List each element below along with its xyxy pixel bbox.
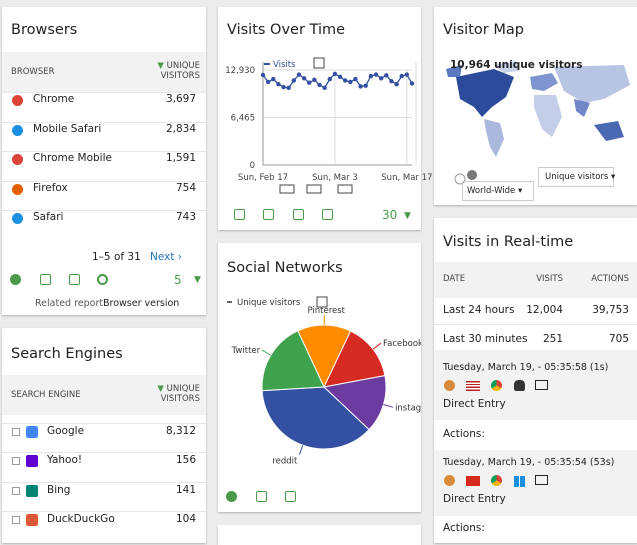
data-point — [338, 75, 342, 79]
data-point — [271, 77, 275, 81]
pie-group: Pinterest Facebook instagram reddit Twitter — [231, 306, 439, 467]
data-point — [410, 81, 414, 85]
chart-type-icon — [314, 58, 324, 68]
annotation-marker — [280, 185, 294, 193]
data-point — [297, 72, 301, 76]
data-point — [312, 78, 316, 82]
data-point — [333, 72, 337, 76]
slice-label: Facebook — [383, 339, 423, 349]
data-point — [405, 72, 409, 76]
data-point — [369, 74, 373, 78]
data-point — [348, 80, 352, 84]
slice-label: reddit — [272, 457, 298, 467]
data-point — [276, 82, 280, 86]
slice-label: instagram — [395, 403, 438, 413]
slice-label: Pinterest — [307, 306, 345, 316]
data-point — [328, 77, 332, 81]
data-point — [343, 78, 347, 82]
data-point — [286, 86, 290, 90]
x-tick-label: Sun, Mar 3 — [312, 173, 358, 183]
data-point — [394, 82, 398, 86]
data-point — [317, 83, 321, 87]
data-point — [374, 72, 378, 76]
label-leader — [373, 343, 381, 349]
label-leader — [383, 405, 393, 408]
data-point — [364, 83, 368, 87]
legend-label: Visits — [273, 60, 296, 70]
data-point — [389, 79, 393, 83]
x-tick-label: Sun, Mar 17 — [381, 173, 432, 183]
annotation-marker — [338, 185, 352, 193]
label-leader — [299, 445, 302, 454]
data-point — [353, 77, 357, 81]
annotation-marker — [307, 185, 321, 193]
y-tick-label: 6,465 — [231, 114, 255, 124]
data-point — [261, 73, 265, 77]
data-point — [322, 86, 326, 90]
data-point — [379, 76, 383, 80]
x-tick-label: Sun, Feb 17 — [238, 173, 288, 183]
data-point — [307, 81, 311, 85]
data-point — [266, 80, 270, 84]
y-tick-label: 12,930 — [225, 66, 255, 76]
y-tick-label: 0 — [250, 161, 255, 171]
data-point — [302, 76, 306, 80]
data-point — [292, 78, 296, 82]
data-point — [384, 73, 388, 77]
label-leader — [262, 350, 271, 355]
slice-label: Twitter — [231, 346, 261, 356]
data-point — [281, 85, 285, 89]
data-point — [400, 74, 404, 78]
legend-label: Unique visitors — [237, 298, 301, 308]
data-point — [358, 84, 362, 88]
